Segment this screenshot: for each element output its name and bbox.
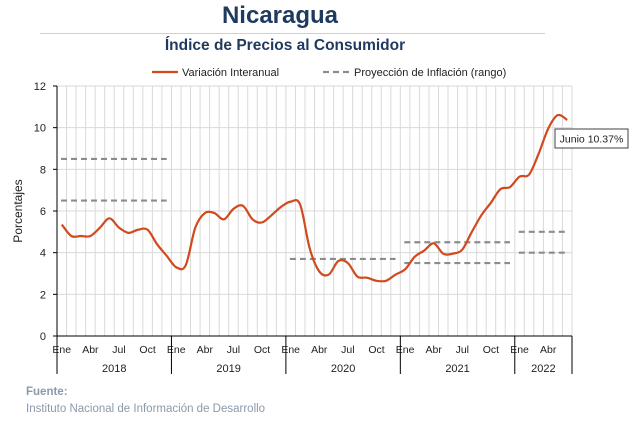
annotation-box [554, 128, 629, 149]
y-tick-label: 8 [40, 164, 46, 176]
x-tick-label: Ene [167, 344, 186, 356]
year-label: 2018 [102, 363, 126, 375]
x-tick-label: Abr [82, 344, 99, 356]
y-tick-label: 6 [40, 206, 46, 218]
year-label: 2022 [531, 363, 555, 375]
legend-label-projection: Proyección de Inflación (rango) [354, 67, 506, 79]
y-tick-label: 4 [40, 248, 46, 260]
title-divider [40, 33, 545, 34]
x-tick-label: Jul [112, 344, 125, 356]
x-tick-label: Abr [540, 344, 557, 356]
y-tick-label: 10 [34, 123, 46, 135]
x-tick-label: Ene [396, 344, 415, 356]
x-tick-label: Abr [197, 344, 214, 356]
y-tick-label: 12 [34, 81, 46, 93]
x-tick-label: Ene [52, 344, 71, 356]
year-label: 2021 [445, 363, 469, 375]
x-tick-label: Oct [139, 344, 155, 356]
chart-subtitle: Índice de Precios al Consumidor [164, 37, 406, 54]
source-text: Instituto Nacional de Información de Des… [26, 403, 266, 415]
year-label: 2020 [331, 363, 355, 375]
x-tick-label: Oct [368, 344, 384, 356]
y-tick-label: 0 [40, 331, 46, 343]
x-tick-label: Oct [483, 344, 499, 356]
x-tick-label: Ene [281, 344, 300, 356]
y-tick-label: 2 [40, 289, 46, 301]
source-label: Fuente: [26, 386, 68, 398]
x-tick-label: Ene [510, 344, 529, 356]
x-tick-label: Jul [341, 344, 354, 356]
annotation-label: Junio 10.37% [560, 134, 624, 146]
year-label: 2019 [216, 363, 240, 375]
x-tick-label: Jul [456, 344, 469, 356]
inflation-series-line [60, 113, 568, 283]
x-tick-label: Jul [227, 344, 240, 356]
y-axis-label: Porcentajes [11, 179, 25, 242]
legend-label-inflation: Variación Interanual [182, 67, 279, 79]
x-tick-label: Oct [254, 344, 270, 356]
x-tick-label: Abr [426, 344, 443, 356]
x-tick-label: Abr [311, 344, 328, 356]
page-title: Nicaragua [221, 2, 339, 29]
